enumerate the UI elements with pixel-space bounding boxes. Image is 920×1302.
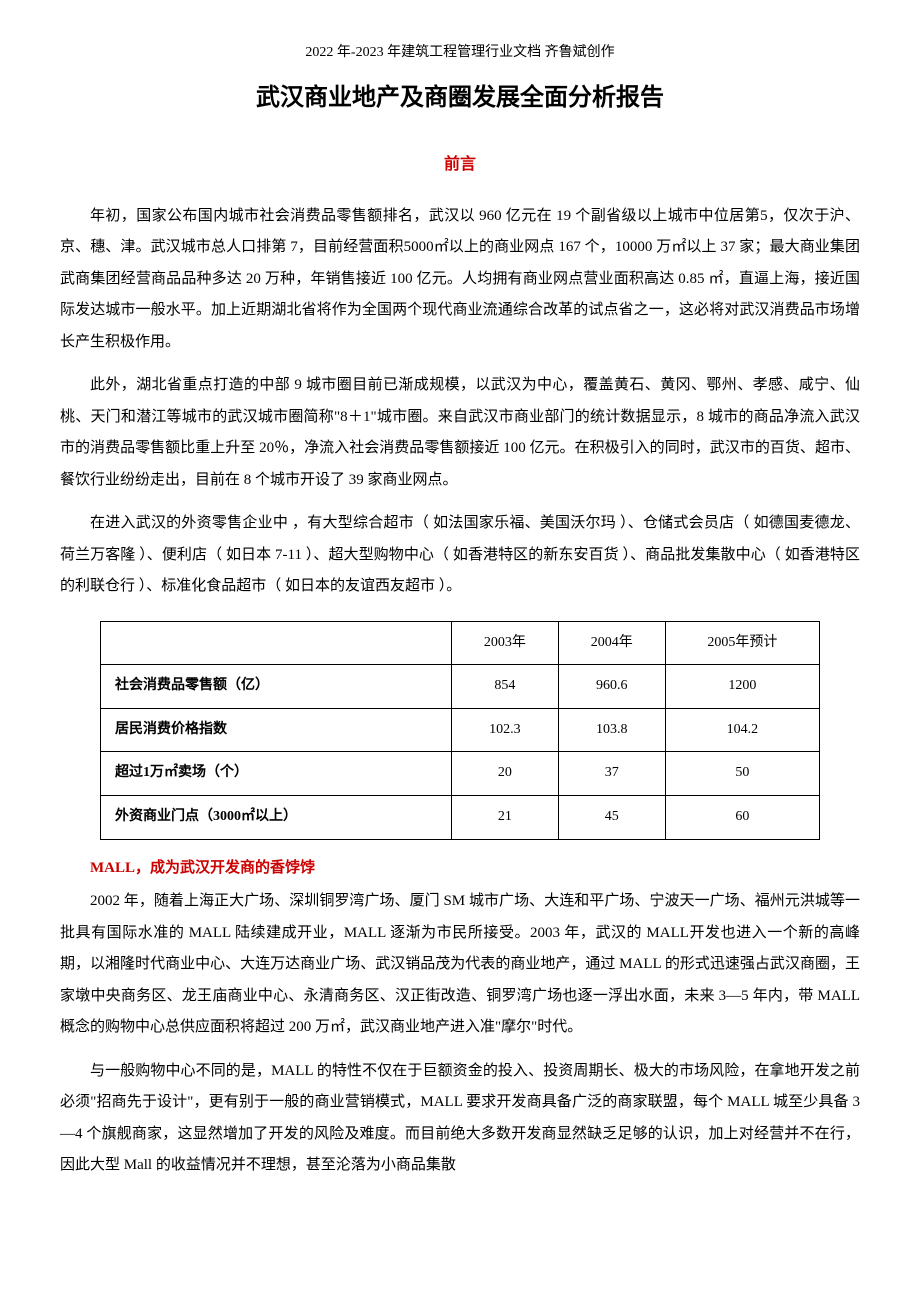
table-header-2004: 2004年 xyxy=(558,621,665,665)
paragraph-4: 2002 年，随着上海正大广场、深圳铜罗湾广场、厦门 SM 城市广场、大连和平广… xyxy=(60,886,860,1044)
header-meta: 2022 年-2023 年建筑工程管理行业文档 齐鲁斌创作 xyxy=(60,40,860,67)
table-row: 居民消费价格指数 102.3 103.8 104.2 xyxy=(101,708,820,752)
table-cell: 854 xyxy=(452,665,559,709)
paragraph-3: 在进入武汉的外资零售企业中 ，有大型综合超市（ 如法国家乐福、美国沃尔玛 ）、仓… xyxy=(60,508,860,603)
paragraph-1: 年初，国家公布国内城市社会消费品零售额排名，武汉以 960 亿元在 19 个副省… xyxy=(60,201,860,359)
paragraph-5: 与一般购物中心不同的是，MALL 的特性不仅在于巨额资金的投入、投资周期长、极大… xyxy=(60,1056,860,1182)
table-cell: 60 xyxy=(665,795,819,839)
table-cell: 102.3 xyxy=(452,708,559,752)
section-title-foreword: 前言 xyxy=(60,150,860,180)
table-row: 外资商业门点（3000㎡以上） 21 45 60 xyxy=(101,795,820,839)
table-cell: 37 xyxy=(558,752,665,796)
table-cell: 20 xyxy=(452,752,559,796)
table-cell: 103.8 xyxy=(558,708,665,752)
statistics-table: 2003年 2004年 2005年预计 社会消费品零售额（亿） 854 960.… xyxy=(100,621,820,840)
table-row: 超过1万㎡卖场（个） 20 37 50 xyxy=(101,752,820,796)
paragraph-2: 此外，湖北省重点打造的中部 9 城市圈目前已渐成规模，以武汉为中心，覆盖黄石、黄… xyxy=(60,370,860,496)
subsection-title-mall: MALL，成为武汉开发商的香饽饽 xyxy=(60,854,860,883)
table-cell: 超过1万㎡卖场（个） xyxy=(101,752,452,796)
table-header-blank xyxy=(101,621,452,665)
table-cell: 外资商业门点（3000㎡以上） xyxy=(101,795,452,839)
main-title: 武汉商业地产及商圈发展全面分析报告 xyxy=(60,75,860,121)
table-cell: 居民消费价格指数 xyxy=(101,708,452,752)
table-cell: 1200 xyxy=(665,665,819,709)
table-cell: 社会消费品零售额（亿） xyxy=(101,665,452,709)
table-cell: 45 xyxy=(558,795,665,839)
table-cell: 21 xyxy=(452,795,559,839)
table-row: 社会消费品零售额（亿） 854 960.6 1200 xyxy=(101,665,820,709)
table-cell: 960.6 xyxy=(558,665,665,709)
table-header-2005: 2005年预计 xyxy=(665,621,819,665)
table-cell: 50 xyxy=(665,752,819,796)
table-header-row: 2003年 2004年 2005年预计 xyxy=(101,621,820,665)
table-header-2003: 2003年 xyxy=(452,621,559,665)
table-cell: 104.2 xyxy=(665,708,819,752)
